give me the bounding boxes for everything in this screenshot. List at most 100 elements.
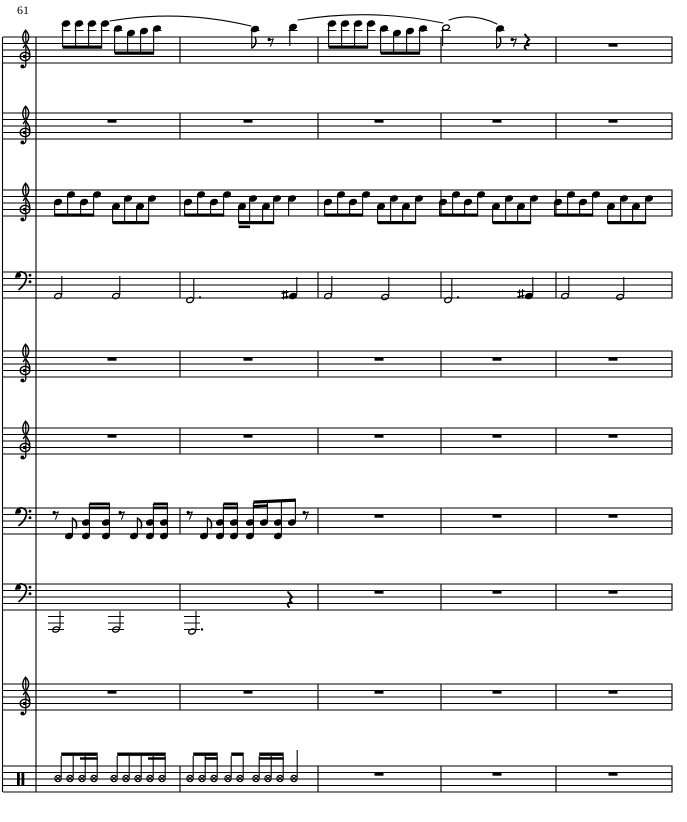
slur <box>297 14 444 24</box>
clef-dot <box>28 509 32 513</box>
beam <box>607 221 647 225</box>
treble-clef-icon <box>19 676 31 716</box>
line <box>281 291 289 295</box>
beam <box>153 506 168 510</box>
tremolo-notehead <box>54 774 62 783</box>
clef-blob <box>22 445 26 450</box>
clef-dot <box>28 280 32 284</box>
whole-rest <box>243 357 253 361</box>
whole-rest <box>608 772 618 776</box>
clef-curve <box>15 271 28 291</box>
beam <box>148 757 166 760</box>
head-hatch <box>135 776 141 781</box>
whole-rest <box>492 514 502 518</box>
line <box>517 294 525 298</box>
head-hatch <box>237 776 243 781</box>
clef-dot <box>28 592 32 596</box>
clef-blob <box>22 54 26 59</box>
eighth-rest <box>52 510 59 520</box>
augmentation-dot <box>200 628 204 631</box>
staff-4-bass-halves <box>3 271 673 304</box>
tremolo-notehead <box>276 774 284 783</box>
clef-blob <box>22 207 26 212</box>
eighth-rest <box>118 510 125 520</box>
clef-bar <box>21 772 25 786</box>
sharp-accidental <box>281 290 289 300</box>
beam <box>259 752 284 756</box>
rest-slash <box>188 511 193 520</box>
beam <box>259 757 284 760</box>
staff-2-rests <box>3 105 673 145</box>
staff-5-rests <box>3 343 673 383</box>
open-notehead <box>51 626 61 633</box>
tremolo-notehead <box>158 774 166 783</box>
tremolo-notehead <box>252 774 260 783</box>
quarter-rest <box>286 591 294 608</box>
eighth-flag <box>136 517 143 529</box>
staff-9-rests <box>3 676 673 716</box>
eighth-rest <box>510 37 517 47</box>
head-hatch <box>291 776 297 781</box>
beam <box>492 221 532 225</box>
whole-rest <box>608 43 618 47</box>
whole-rest <box>374 514 384 518</box>
tremolo-notehead <box>236 774 244 783</box>
beam <box>89 502 110 506</box>
augmentation-dot <box>456 296 460 299</box>
bass-clef-icon <box>15 507 32 527</box>
whole-rest <box>608 119 618 123</box>
clef-dot <box>20 378 25 382</box>
whole-rest <box>243 119 253 123</box>
clef-dot <box>20 217 25 221</box>
whole-rest <box>107 690 117 694</box>
whole-rest <box>608 514 618 518</box>
rest-slash <box>54 511 59 520</box>
clef-dot <box>28 273 32 277</box>
beam <box>238 225 251 229</box>
head-hatch <box>211 776 217 781</box>
whole-rest <box>374 119 384 123</box>
beam <box>554 213 594 217</box>
tremolo-notehead <box>110 774 118 783</box>
clef-curve <box>15 507 28 527</box>
staff-10-percussion <box>3 750 673 793</box>
tremolo-notehead <box>210 774 218 783</box>
whole-rest <box>608 690 618 694</box>
clef-dot <box>28 585 32 589</box>
clef-blob <box>22 368 26 373</box>
head-hatch <box>187 776 193 781</box>
tremolo-notehead <box>66 774 74 783</box>
beam <box>193 752 218 756</box>
whole-rest <box>374 434 384 438</box>
beam <box>223 502 238 506</box>
beam <box>238 221 275 225</box>
head-hatch <box>123 776 129 781</box>
open-notehead <box>111 626 121 633</box>
beam <box>54 213 95 217</box>
beam <box>205 757 218 760</box>
staff-3-eighths <box>3 182 673 229</box>
tremolo-notehead <box>78 774 86 783</box>
eighth-rest <box>186 510 193 520</box>
line <box>281 295 289 299</box>
open-notehead <box>187 628 197 635</box>
head-hatch <box>265 776 271 781</box>
sharp-accidental <box>517 289 525 299</box>
whole-rest <box>492 434 502 438</box>
whole-rest <box>243 434 253 438</box>
rest-slash <box>512 38 517 47</box>
head-hatch <box>67 776 73 781</box>
tremolo-notehead <box>198 774 206 783</box>
tremolo-notehead <box>290 774 298 783</box>
bass-clef-icon <box>15 583 32 603</box>
whole-rest <box>608 357 618 361</box>
whole-rest <box>374 590 384 594</box>
tremolo-notehead <box>224 774 232 783</box>
head-hatch <box>79 776 85 781</box>
beam <box>62 45 103 49</box>
whole-rest <box>492 772 502 776</box>
beam <box>324 213 364 217</box>
tremolo-notehead <box>122 774 130 783</box>
